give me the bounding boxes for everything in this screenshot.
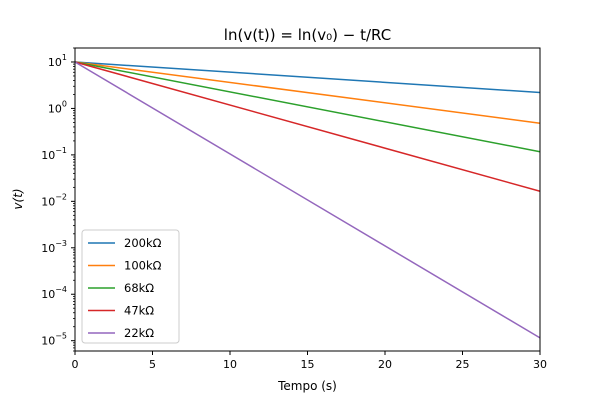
legend-label: 100kΩ	[124, 259, 162, 273]
x-tick-label: 20	[378, 358, 392, 371]
x-tick-label: 25	[456, 358, 470, 371]
x-tick-label: 30	[533, 358, 547, 371]
x-tick-label: 15	[301, 358, 315, 371]
plot-area	[74, 61, 541, 339]
y-tick-label: 10−3	[41, 239, 67, 255]
y-tick-label: 100	[48, 99, 67, 115]
legend: 200kΩ 100kΩ 68kΩ 47kΩ 22kΩ	[81, 229, 180, 344]
legend-label: 200kΩ	[124, 236, 162, 250]
series-line-3	[74, 61, 541, 192]
y-axis-label: v(t)	[11, 188, 25, 209]
x-axis-label: Tempo (s)	[277, 379, 337, 393]
chart-title: ln(v(t)) = ln(v₀) − t/RC	[224, 26, 391, 44]
series-line-4	[74, 61, 541, 339]
series-line-2	[74, 61, 541, 153]
y-axis: 101 100 10−1 10−2 10−3 10−4 10−5	[41, 47, 75, 352]
x-tick-label: 10	[223, 358, 237, 371]
x-tick-label: 0	[72, 358, 79, 371]
y-tick-label: 10−1	[41, 146, 67, 162]
y-tick-label: 10−2	[41, 192, 67, 208]
series-line-1	[74, 61, 541, 124]
y-tick-label: 10−4	[41, 285, 67, 301]
x-axis: 0 5 10 15 20 25 30	[72, 351, 547, 371]
plot-frame	[74, 47, 541, 352]
x-tick-label: 5	[149, 358, 156, 371]
legend-label: 47kΩ	[124, 304, 154, 318]
legend-label: 22kΩ	[124, 326, 154, 340]
series-line-0	[74, 61, 541, 94]
legend-label: 68kΩ	[124, 281, 154, 295]
y-tick-label: 10−5	[41, 332, 67, 348]
y-tick-label: 101	[48, 53, 67, 69]
legend-box	[81, 229, 180, 344]
